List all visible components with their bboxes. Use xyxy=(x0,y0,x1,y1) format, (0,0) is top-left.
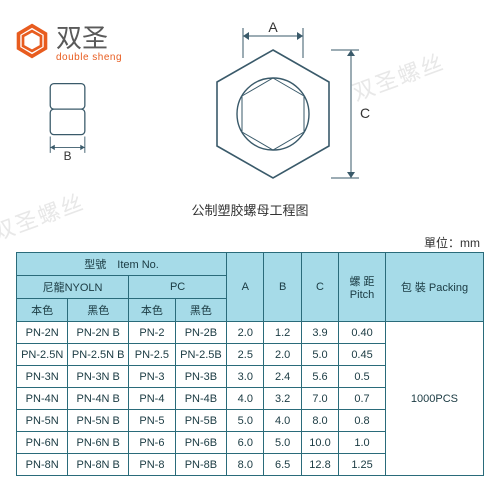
th-c: C xyxy=(301,253,338,322)
cell-p1: PN-2.5 xyxy=(129,344,176,366)
cell-a: 5.0 xyxy=(227,410,264,432)
cell-p2: PN-4B xyxy=(175,388,226,410)
cell-packing: 1000PCS xyxy=(385,322,483,476)
cell-pitch: 1.0 xyxy=(339,432,386,454)
cell-b: 2.4 xyxy=(264,366,301,388)
cell-c: 8.0 xyxy=(301,410,338,432)
cell-c: 7.0 xyxy=(301,388,338,410)
cell-n2: PN-3N B xyxy=(68,366,129,388)
cell-p2: PN-5B xyxy=(175,410,226,432)
cell-b: 1.2 xyxy=(264,322,301,344)
cell-pitch: 1.25 xyxy=(339,454,386,476)
cell-n1: PN-2.5N xyxy=(17,344,68,366)
cell-a: 6.0 xyxy=(227,432,264,454)
cell-n1: PN-4N xyxy=(17,388,68,410)
cell-b: 5.0 xyxy=(264,432,301,454)
th-pc: PC xyxy=(129,276,227,299)
cell-c: 3.9 xyxy=(301,322,338,344)
cell-p1: PN-5 xyxy=(129,410,176,432)
th-b: B xyxy=(264,253,301,322)
cell-p1: PN-4 xyxy=(129,388,176,410)
cell-n2: PN-4N B xyxy=(68,388,129,410)
cell-pitch: 0.5 xyxy=(339,366,386,388)
table-row: PN-2NPN-2N BPN-2PN-2B2.01.23.90.401000PC… xyxy=(17,322,484,344)
th-item-no: 型號 Item No. xyxy=(17,253,227,276)
cell-c: 12.8 xyxy=(301,454,338,476)
logo-text-cn: 双圣 xyxy=(56,23,108,53)
cell-b: 3.2 xyxy=(264,388,301,410)
th-packing: 包 裝 Packing xyxy=(385,253,483,322)
cell-n1: PN-3N xyxy=(17,366,68,388)
logo-text-en: double sheng xyxy=(56,52,122,63)
nut-top-view: A C xyxy=(195,20,375,200)
cell-pitch: 0.45 xyxy=(339,344,386,366)
cell-n2: PN-6N B xyxy=(68,432,129,454)
cell-n2: PN-8N B xyxy=(68,454,129,476)
diagram-caption: 公制塑胶螺母工程图 xyxy=(0,200,500,219)
spec-table: 型號 Item No. A B C 螺 距 Pitch 包 裝 Packing … xyxy=(16,252,484,476)
cell-a: 3.0 xyxy=(227,366,264,388)
svg-text:A: A xyxy=(268,20,278,35)
cell-c: 5.0 xyxy=(301,344,338,366)
brand-logo: 双圣 double sheng xyxy=(14,18,122,63)
cell-b: 4.0 xyxy=(264,410,301,432)
cell-a: 8.0 xyxy=(227,454,264,476)
cell-b: 2.0 xyxy=(264,344,301,366)
cell-p2: PN-6B xyxy=(175,432,226,454)
cell-p2: PN-3B xyxy=(175,366,226,388)
cell-c: 10.0 xyxy=(301,432,338,454)
th-natural2: 本色 xyxy=(129,299,176,322)
svg-text:B: B xyxy=(64,149,72,162)
cell-p1: PN-6 xyxy=(129,432,176,454)
cell-n1: PN-5N xyxy=(17,410,68,432)
th-black: 黑色 xyxy=(68,299,129,322)
cell-n1: PN-8N xyxy=(17,454,68,476)
cell-a: 4.0 xyxy=(227,388,264,410)
cell-a: 2.0 xyxy=(227,322,264,344)
cell-n1: PN-2N xyxy=(17,322,68,344)
cell-pitch: 0.8 xyxy=(339,410,386,432)
cell-pitch: 0.40 xyxy=(339,322,386,344)
cell-p2: PN-2.5B xyxy=(175,344,226,366)
nut-side-view: B xyxy=(42,80,104,162)
cell-n2: PN-5N B xyxy=(68,410,129,432)
cell-p2: PN-2B xyxy=(175,322,226,344)
cell-p1: PN-2 xyxy=(129,322,176,344)
cell-p1: PN-3 xyxy=(129,366,176,388)
svg-text:C: C xyxy=(360,105,370,121)
th-black2: 黑色 xyxy=(175,299,226,322)
cell-b: 6.5 xyxy=(264,454,301,476)
th-pitch: 螺 距 Pitch xyxy=(339,253,386,322)
unit-label: 單位：mm xyxy=(424,234,480,251)
cell-pitch: 0.7 xyxy=(339,388,386,410)
th-natural: 本色 xyxy=(17,299,68,322)
cell-p1: PN-8 xyxy=(129,454,176,476)
cell-n2: PN-2.5N B xyxy=(68,344,129,366)
cell-c: 5.6 xyxy=(301,366,338,388)
th-a: A xyxy=(227,253,264,322)
th-nylon: 尼龍NYOLN xyxy=(17,276,129,299)
hex-logo-icon xyxy=(14,23,50,59)
cell-n2: PN-2N B xyxy=(68,322,129,344)
cell-a: 2.5 xyxy=(227,344,264,366)
cell-n1: PN-6N xyxy=(17,432,68,454)
cell-p2: PN-8B xyxy=(175,454,226,476)
